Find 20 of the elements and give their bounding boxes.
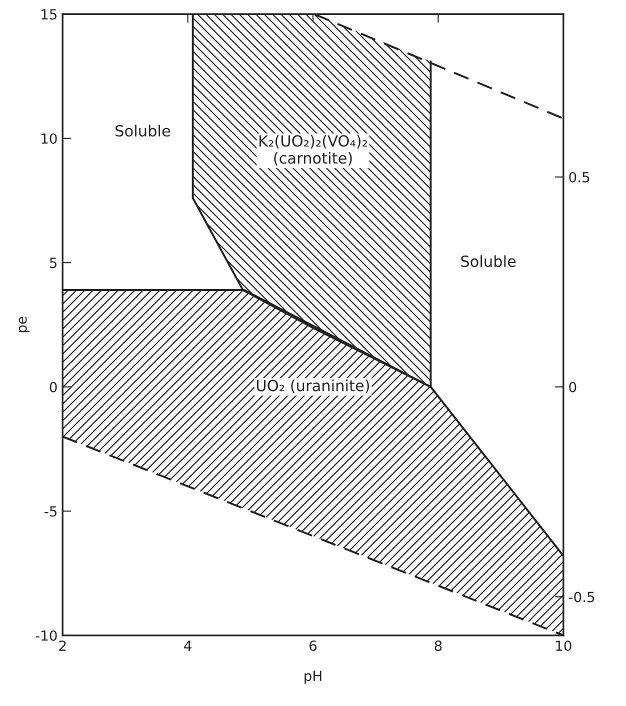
y2-tick-label: 0.5 bbox=[569, 172, 590, 182]
y-tick-label: 0 bbox=[50, 382, 57, 392]
annotation: K₂(UO₂)₂(VO₄)₂ (carnotite) bbox=[260, 134, 367, 166]
y2-tick-label: -0.5 bbox=[568, 592, 594, 602]
y-tick-label: 10 bbox=[42, 133, 57, 144]
y-tick-label: -5 bbox=[44, 506, 57, 517]
y-axis-title: pe bbox=[18, 316, 30, 332]
x-tick-label: 10 bbox=[556, 640, 572, 652]
x-tick-label: 6 bbox=[310, 640, 317, 652]
annotation: Soluble bbox=[461, 255, 516, 268]
x-tick-label: 4 bbox=[184, 640, 192, 651]
y-tick-label: -10 bbox=[36, 630, 57, 641]
x-axis-title: pH bbox=[304, 670, 322, 684]
y-tick-label: 5 bbox=[50, 258, 57, 268]
y2-tick-label: 0 bbox=[569, 382, 576, 392]
x-tick-label: 2 bbox=[59, 640, 66, 651]
annotation: UO₂ (uraninite) bbox=[256, 379, 370, 394]
y-tick-label: 15 bbox=[42, 9, 57, 20]
annotation: Soluble bbox=[116, 124, 170, 137]
x-tick-label: 8 bbox=[434, 640, 442, 652]
